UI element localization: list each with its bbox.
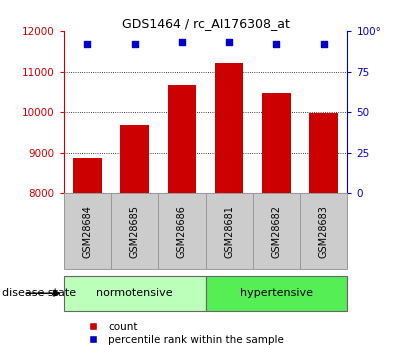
Point xyxy=(132,41,138,47)
Text: hypertensive: hypertensive xyxy=(240,288,313,298)
Text: GSM28683: GSM28683 xyxy=(319,205,329,258)
Bar xyxy=(309,113,338,193)
Point xyxy=(226,40,233,45)
Point xyxy=(321,41,327,47)
Bar xyxy=(253,193,300,269)
Bar xyxy=(168,85,196,193)
Bar xyxy=(64,193,111,269)
Bar xyxy=(262,93,291,193)
Title: GDS1464 / rc_AI176308_at: GDS1464 / rc_AI176308_at xyxy=(122,17,289,30)
Bar xyxy=(111,193,158,269)
Bar xyxy=(206,276,347,310)
Bar xyxy=(300,193,347,269)
Text: GSM28686: GSM28686 xyxy=(177,205,187,258)
Bar xyxy=(120,125,149,193)
Text: GSM28685: GSM28685 xyxy=(129,205,140,258)
Bar xyxy=(206,193,253,269)
Text: disease state: disease state xyxy=(2,288,76,298)
Point xyxy=(178,40,185,45)
Legend: count, percentile rank within the sample: count, percentile rank within the sample xyxy=(79,317,288,345)
Bar xyxy=(73,158,102,193)
Point xyxy=(273,41,279,47)
Bar xyxy=(64,276,206,310)
Bar xyxy=(215,63,243,193)
Point xyxy=(84,41,90,47)
Bar xyxy=(158,193,206,269)
Text: GSM28684: GSM28684 xyxy=(82,205,92,258)
Text: GSM28681: GSM28681 xyxy=(224,205,234,258)
Text: normotensive: normotensive xyxy=(96,288,173,298)
Text: GSM28682: GSM28682 xyxy=(271,205,282,258)
